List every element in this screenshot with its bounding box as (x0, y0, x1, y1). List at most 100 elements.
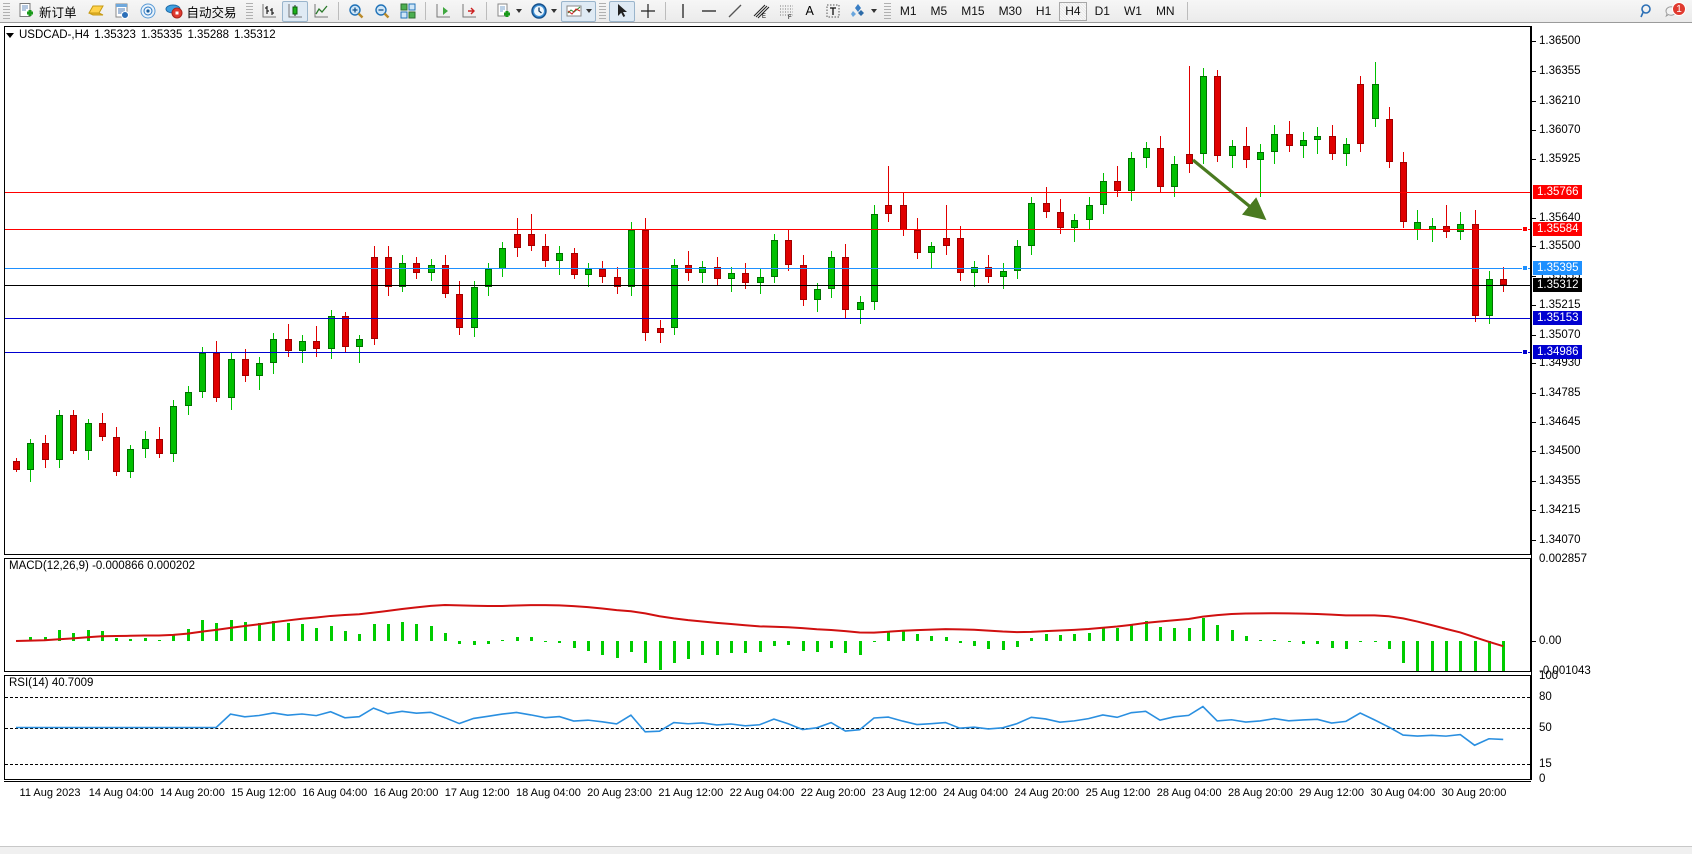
collapse-triangle-icon[interactable] (6, 32, 14, 38)
equidistant-channel-button[interactable]: E (748, 1, 774, 22)
price-axis[interactable]: 1.36500 1.36355 1.36210 1.36070 1.35925 1.356… (1531, 26, 1688, 785)
indicators-caret-icon[interactable] (585, 9, 592, 13)
timeframe-m1[interactable]: M1 (899, 4, 917, 18)
macd-histogram-bar (772, 641, 776, 646)
macd-histogram-bar (1058, 634, 1062, 642)
candle-body (599, 268, 607, 278)
bar-chart-button[interactable] (256, 1, 282, 22)
price-tick-mark (1532, 41, 1536, 43)
auto-scroll-button[interactable] (456, 1, 482, 22)
candlestick (41, 27, 49, 554)
candlestick (1185, 27, 1193, 554)
text-box-button[interactable] (820, 1, 846, 22)
chart-shift-button[interactable] (430, 1, 456, 22)
macd-histogram-bar (830, 641, 834, 648)
fibonacci-button[interactable]: F (774, 1, 800, 22)
toolbar-grip-2[interactable] (245, 2, 253, 20)
macd-label: MACD(12,26,9) -0.000866 0.000202 (9, 560, 196, 572)
macd-histogram-bar (1230, 629, 1234, 642)
price-line-1.35312[interactable] (5, 284, 1530, 286)
price-line-1.35584[interactable] (5, 229, 1530, 231)
toolbar-grip-3[interactable] (598, 2, 606, 20)
shapes-button[interactable] (846, 1, 881, 22)
macd-histogram-bar (1001, 641, 1005, 651)
macd-histogram-bar (343, 630, 347, 642)
rsi-pane[interactable]: RSI(14) 40.7009 (4, 675, 1531, 780)
macd-pane[interactable]: MACD(12,26,9) -0.000866 0.000202 (4, 558, 1531, 672)
price-pane[interactable] (4, 26, 1531, 555)
data-window-button[interactable] (109, 1, 135, 22)
price-line-1.34986[interactable] (5, 351, 1530, 353)
candlestick (813, 27, 821, 554)
price-axis-badge-1.35584[interactable]: 1.35584 (1533, 222, 1582, 237)
price-axis-badge-1.35153[interactable]: 1.35153 (1533, 310, 1582, 325)
candlestick (1471, 27, 1479, 554)
macd-tick-label: 0.00 (1539, 635, 1562, 648)
price-axis-badge-1.35766[interactable]: 1.35766 (1533, 184, 1582, 199)
cursor-button[interactable] (608, 0, 635, 22)
candle-wick (1317, 127, 1319, 155)
price-line-1.35153[interactable] (5, 317, 1530, 319)
shapes-caret-icon[interactable] (870, 9, 877, 13)
candle-body (856, 301, 864, 310)
toolbar-grip-4[interactable] (883, 2, 891, 20)
indicators-button[interactable] (560, 0, 596, 22)
zoom-in-button[interactable] (343, 1, 369, 22)
new-order-label: 新订单 (39, 5, 77, 20)
candlestick-chart-button[interactable] (281, 0, 308, 22)
timeframe-mn[interactable]: MN (1155, 4, 1175, 18)
timeframe-m5[interactable]: M5 (930, 4, 948, 18)
price-line-handle[interactable] (1522, 226, 1528, 233)
periodicity-caret-icon[interactable] (550, 9, 557, 13)
text-label-button[interactable]: A (800, 1, 820, 22)
price-line-handle[interactable] (1522, 348, 1528, 355)
timeframe-h1[interactable]: H1 (1035, 4, 1052, 18)
candlestick (141, 27, 149, 554)
candle-wick (731, 266, 732, 292)
price-axis-badge-1.34986[interactable]: 1.34986 (1533, 344, 1582, 359)
candle-body (770, 240, 778, 278)
auto-trading-button[interactable]: 自动交易 (161, 1, 243, 22)
crosshair-button[interactable] (635, 1, 661, 22)
timeframe-h4[interactable]: H4 (1059, 1, 1087, 21)
price-tick-mark (1532, 421, 1536, 423)
time-axis[interactable]: 11 Aug 2023 14 Aug 04:00 14 Aug 20:00 15 Au… (4, 781, 1531, 823)
timeframe-w1[interactable]: W1 (1123, 4, 1142, 18)
price-tick-mark (1532, 100, 1536, 102)
expert-advisors-button[interactable] (83, 1, 109, 22)
templates-button[interactable] (491, 1, 526, 22)
navigator-button[interactable] (135, 1, 161, 22)
price-axis-badge-1.35312[interactable]: 1.35312 (1533, 277, 1582, 292)
timeframe-m15[interactable]: M15 (961, 4, 985, 18)
price-line-handle[interactable] (1522, 264, 1528, 271)
price-line-1.35395[interactable] (5, 267, 1530, 269)
macd-histogram-bar (1502, 641, 1506, 671)
tile-windows-button[interactable] (395, 1, 421, 22)
zoom-out-button[interactable] (369, 1, 395, 22)
templates-caret-icon[interactable] (515, 9, 522, 13)
line-chart-button[interactable] (308, 1, 334, 22)
candle-body (456, 293, 464, 329)
candle-body (1300, 139, 1307, 146)
chart-area[interactable]: USDCAD-,H4 1.35323 1.35335 1.35288 1.353… (0, 23, 1692, 854)
vertical-line-button[interactable] (670, 1, 696, 22)
toolbar-grip[interactable] (3, 2, 10, 20)
down-arrow-annotation[interactable] (1185, 152, 1305, 232)
macd-histogram-bar (229, 620, 233, 642)
candle-wick (1260, 143, 1262, 198)
new-order-button[interactable]: 新订单 (13, 1, 83, 22)
timeframe-m30[interactable]: M30 (998, 4, 1022, 18)
periodicity-button[interactable] (526, 1, 561, 22)
timeframe-d1[interactable]: D1 (1094, 4, 1110, 18)
price-line-1.35766[interactable] (5, 191, 1530, 193)
candle-body (556, 252, 564, 261)
notification-button[interactable]: 1 (1660, 1, 1686, 22)
search-button[interactable] (1634, 1, 1660, 22)
horizontal-line-button[interactable] (696, 1, 722, 22)
trendline-button[interactable] (722, 1, 748, 22)
price-axis-badge-1.35395[interactable]: 1.35395 (1533, 260, 1582, 275)
candlestick (728, 27, 735, 554)
macd-histogram-bar (1344, 641, 1348, 650)
macd-histogram-bar (57, 630, 61, 642)
candle-body (470, 287, 478, 329)
